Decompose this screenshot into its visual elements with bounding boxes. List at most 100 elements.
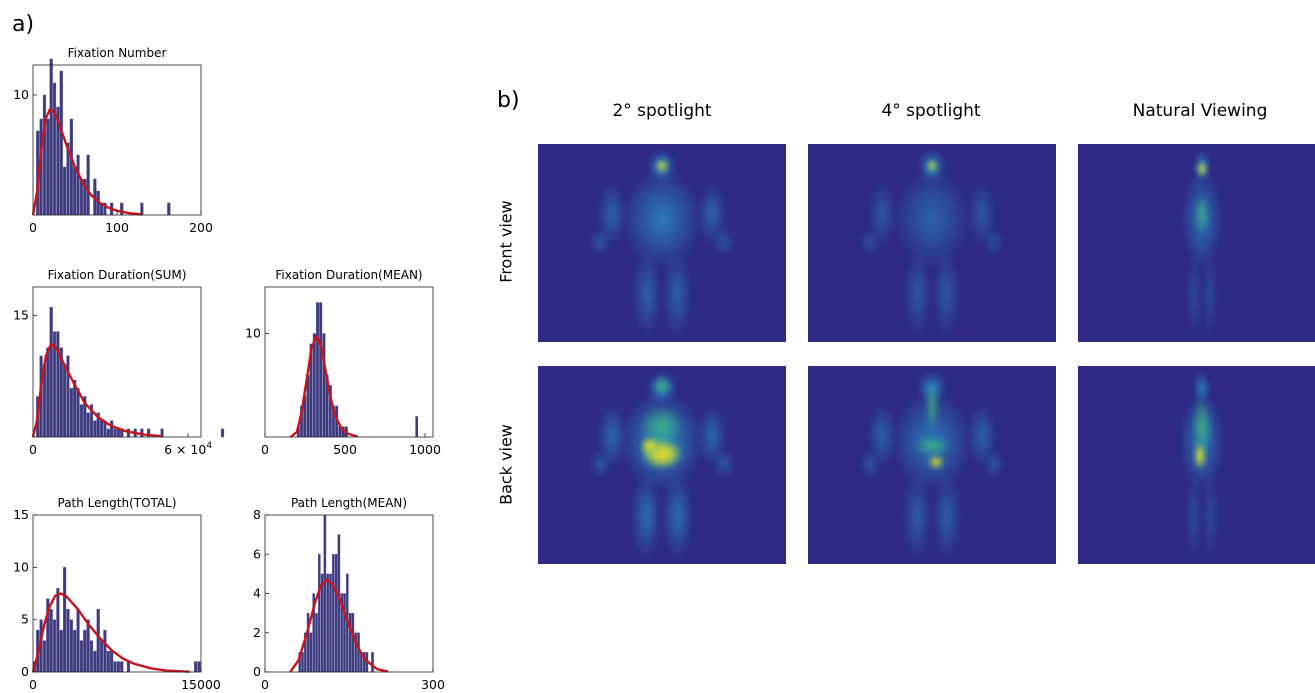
x-tick-label: 15000 <box>181 677 221 692</box>
heat-blob <box>928 455 944 469</box>
histogram-bar <box>89 640 94 673</box>
histogram-bar <box>86 412 90 438</box>
histogram-bar <box>79 640 84 673</box>
heat-blob <box>932 250 960 338</box>
histogram-bar <box>348 612 352 673</box>
histogram-path-length-mean: Path Length(MEAN) 0 300 0 2 4 6 8 <box>253 496 445 692</box>
histogram-bar <box>331 554 335 673</box>
histogram-bar <box>63 567 67 673</box>
histogram-bar <box>337 534 341 673</box>
histogram-fixation-duration-mean: Fixation Duration(MEAN) 0 500 1000 10 <box>245 268 441 457</box>
x-tick-label: 500 <box>333 442 357 457</box>
axes-box <box>264 286 434 438</box>
histogram-bar <box>116 661 120 673</box>
histogram-bar <box>69 619 73 673</box>
chart-title: Fixation Duration(SUM) <box>48 268 187 282</box>
heat-blob <box>903 472 931 560</box>
histogram-bar <box>317 554 321 673</box>
x-tick-label: 100 <box>105 220 129 235</box>
histogram-bar <box>76 154 80 216</box>
histogram-bar <box>86 619 90 673</box>
histogram-bar <box>357 632 360 673</box>
histogram-bar <box>113 661 117 673</box>
histogram-bar <box>42 640 47 673</box>
x-tick-label: 6 × 104 <box>164 441 212 457</box>
heat-blob <box>590 450 610 478</box>
heat-blob <box>714 228 734 256</box>
histogram-bar <box>320 573 324 673</box>
y-tick-label: 2 <box>253 625 261 640</box>
histogram-bar <box>52 82 57 216</box>
axes-box <box>32 286 202 438</box>
histogram-bar <box>323 514 327 673</box>
histogram-bar <box>106 428 110 438</box>
heat-blob <box>663 250 691 338</box>
histogram-bar <box>194 661 198 673</box>
histogram-bar <box>42 94 47 216</box>
heat-blob <box>631 472 661 560</box>
histogram-bar <box>63 363 67 438</box>
histogram-bar <box>113 428 117 438</box>
heat-blob <box>1194 442 1206 470</box>
histogram-bar <box>49 307 53 438</box>
histogram-bar <box>49 608 53 673</box>
chart-title: Path Length(TOTAL) <box>58 496 177 510</box>
heat-blob <box>640 436 660 456</box>
histogram-bar <box>326 573 329 673</box>
heat-blob <box>1195 194 1209 234</box>
heat-blob <box>984 450 1004 478</box>
heat-blob <box>652 376 672 396</box>
heat-blob <box>933 472 961 560</box>
heat-blob <box>894 169 970 269</box>
histogram-bar <box>49 58 53 216</box>
histogram-bar <box>220 428 225 438</box>
heat-blob <box>860 228 880 256</box>
histogram-fixation-number: Fixation Number 0 100 200 10 <box>13 46 213 235</box>
heatmap-front-2deg <box>538 144 786 342</box>
histogram-bar <box>93 420 97 438</box>
heat-blob <box>1186 472 1202 560</box>
y-tick-label: 5 <box>21 612 29 627</box>
heat-blob <box>1192 396 1212 456</box>
histogram-bar <box>315 612 318 673</box>
heat-blob <box>633 250 661 338</box>
chart-title: Fixation Number <box>68 46 167 60</box>
histogram-bar <box>76 388 80 438</box>
heat-blob <box>640 406 684 446</box>
heat-blob <box>860 450 880 478</box>
y-tick-label: 0 <box>253 664 261 679</box>
fit-curve <box>31 592 190 673</box>
x-tick-label: 300 <box>421 677 445 692</box>
y-tick-label: 10 <box>13 87 29 102</box>
y-tick-label: 8 <box>253 507 261 522</box>
histogram-bar <box>59 629 63 673</box>
histogram-bar <box>371 652 374 673</box>
heat-blob <box>925 381 939 431</box>
heatmap-back-natural <box>1078 366 1315 564</box>
histogram-bar <box>126 661 131 673</box>
heat-blob <box>1202 472 1218 560</box>
y-tick-label: 6 <box>253 546 261 561</box>
heatmap-back-4deg <box>808 366 1056 564</box>
histogram-bar <box>103 629 107 673</box>
heat-blob <box>656 159 668 173</box>
heat-blob <box>590 228 610 256</box>
histogram-bar <box>66 608 70 673</box>
heatmap-back-2deg <box>538 366 786 564</box>
histogram-bar <box>301 652 304 673</box>
fit-curve <box>289 578 389 673</box>
column-header-4deg: 4° spotlight <box>881 101 981 121</box>
histogram-bar <box>52 619 57 673</box>
histogram-bar <box>329 573 332 673</box>
heat-blob <box>1202 250 1217 338</box>
histogram-bar <box>76 608 80 673</box>
fit-curve <box>31 342 163 438</box>
histogram-bar <box>110 420 114 438</box>
panel-a-label: a) <box>12 12 35 37</box>
heat-blob <box>914 436 950 456</box>
y-tick-label: 0 <box>21 664 29 679</box>
x-tick-label: 0 <box>29 677 37 692</box>
histogram-bar <box>415 416 418 437</box>
heat-blob <box>1187 250 1202 338</box>
histogram-bar <box>99 420 104 438</box>
